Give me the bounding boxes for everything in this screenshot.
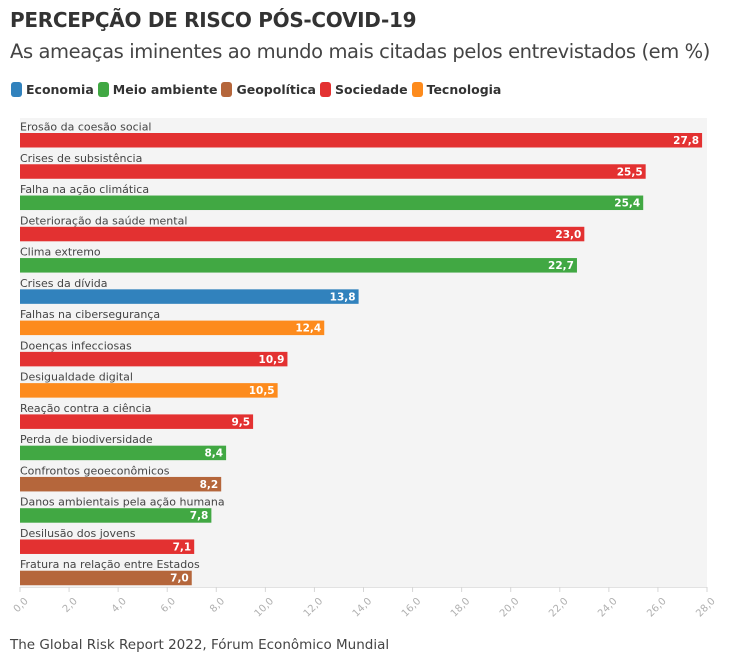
legend-label: Meio ambiente — [112, 82, 218, 97]
data-label: 7,1 — [173, 541, 192, 553]
bar[interactable] — [20, 383, 278, 398]
bar[interactable] — [20, 258, 577, 273]
bar-row: Desilusão dos jovens 7,1 — [20, 527, 195, 554]
bar[interactable] — [20, 539, 195, 554]
legend-item-tecnologia[interactable]: Tecnologia — [411, 82, 502, 97]
bar[interactable] — [20, 351, 288, 367]
data-label: 23,0 — [555, 229, 581, 241]
legend-label: Tecnologia — [426, 82, 502, 97]
data-label: 8,2 — [200, 479, 219, 491]
bar[interactable] — [20, 414, 254, 429]
bar-row: Reação contra a ciência 9,5 — [20, 402, 254, 429]
data-label: 25,4 — [614, 198, 640, 210]
bar-row: Doenças infecciosas 10,9 — [20, 339, 288, 367]
bars-group: Erosão da coesão social 27,8 Crises de sub… — [20, 121, 703, 586]
bar-row: Clima extremo 22,7 — [20, 246, 577, 273]
category-label: Danos ambientais pela ação humana — [20, 496, 225, 509]
category-label: Falhas na cibersegurança — [20, 308, 160, 321]
x-tick-label: 18,0 — [449, 596, 473, 620]
bar[interactable] — [20, 320, 325, 336]
x-tick-label: 6,0 — [159, 596, 178, 615]
data-label: 12,4 — [295, 323, 321, 335]
legend: Economia Meio ambiente Geopolítica Socie… — [11, 82, 505, 97]
legend-label: Geopolítica — [236, 82, 316, 97]
data-label: 27,8 — [673, 135, 699, 147]
x-tick-label: 26,0 — [645, 596, 669, 620]
chart-title: PERCEPÇÃO DE RISCO PÓS-COVID-19 — [10, 8, 417, 32]
bar-row: Fratura na relação entre Estados 7,0 — [20, 558, 200, 586]
legend-swatch-economia — [11, 82, 22, 97]
bar[interactable] — [20, 476, 222, 492]
category-label: Deterioração da saúde mental — [20, 214, 187, 227]
data-label: 8,4 — [204, 448, 223, 460]
category-label: Crises da dívida — [20, 277, 108, 290]
bar-row: Perda de biodiversidade 8,4 — [20, 433, 227, 461]
bar[interactable] — [20, 445, 227, 461]
source-note: The Global Risk Report 2022, Fórum Econô… — [10, 637, 390, 653]
data-label: 7,8 — [190, 510, 209, 522]
bar[interactable] — [20, 195, 644, 211]
bar-row: Desigualdade digital 10,5 — [20, 371, 278, 398]
x-tick-label: 14,0 — [351, 596, 375, 620]
bar[interactable] — [20, 226, 585, 242]
x-axis: 0,0 2,0 4,0 6,0 8,0 10,0 12,0 14,0 16,0 18,0 20,0 2… — [12, 587, 718, 620]
x-tick-label: 16,0 — [400, 596, 424, 620]
x-tick-label: 24,0 — [596, 596, 620, 620]
data-label: 9,5 — [231, 416, 250, 428]
bar-row: Confrontos geoeconômicos 8,2 — [20, 464, 222, 492]
legend-item-economia[interactable]: Economia — [11, 82, 94, 97]
bar-row: Deterioração da saúde mental 23,0 — [20, 214, 585, 242]
legend-item-meio-ambiente[interactable]: Meio ambiente — [97, 82, 218, 97]
legend-label: Sociedade — [335, 82, 408, 97]
data-label: 7,0 — [170, 573, 189, 585]
category-label: Clima extremo — [20, 246, 101, 259]
x-tick-label: 2,0 — [61, 596, 80, 615]
data-label: 25,5 — [617, 166, 643, 178]
data-label: 22,7 — [548, 260, 574, 272]
legend-label: Economia — [26, 82, 94, 97]
x-tick-label: 8,0 — [208, 596, 227, 615]
bar[interactable] — [20, 289, 359, 304]
data-label: 13,8 — [330, 291, 356, 303]
legend-swatch-tecnologia — [411, 82, 423, 97]
category-label: Desigualdade digital — [20, 371, 133, 384]
bar[interactable] — [20, 508, 212, 523]
bar[interactable] — [20, 570, 192, 586]
bar-row: Crises da dívida 13,8 — [20, 277, 359, 304]
category-label: Perda de biodiversidade — [20, 433, 153, 446]
x-tick-label: 28,0 — [694, 596, 718, 620]
bar-row: Erosão da coesão social 27,8 — [20, 121, 703, 148]
bar-row: Crises de subsistência 25,5 — [20, 152, 646, 179]
bar[interactable] — [20, 164, 646, 179]
category-label: Reação contra a ciência — [20, 402, 151, 415]
x-tick-label: 0,0 — [12, 596, 31, 615]
data-label: 10,5 — [249, 385, 275, 397]
category-label: Falha na ação climática — [20, 183, 149, 196]
category-label: Fratura na relação entre Estados — [20, 558, 200, 571]
x-tick-label: 10,0 — [253, 596, 277, 620]
chart-subtitle: As ameaças iminentes ao mundo mais citad… — [10, 40, 710, 63]
legend-item-sociedade[interactable]: Sociedade — [320, 82, 408, 97]
legend-swatch-geopolitica — [221, 82, 233, 97]
x-tick-label: 4,0 — [110, 596, 129, 615]
bar-row: Falha na ação climática 25,4 — [20, 183, 644, 211]
bar[interactable] — [20, 133, 703, 148]
category-label: Doenças infecciosas — [20, 339, 132, 352]
x-tick-label: 12,0 — [302, 596, 326, 620]
category-label: Confrontos geoeconômicos — [20, 464, 170, 477]
legend-item-geopolitica[interactable]: Geopolítica — [221, 82, 316, 97]
category-label: Erosão da coesão social — [20, 121, 151, 134]
legend-swatch-sociedade — [320, 82, 331, 97]
category-label: Desilusão dos jovens — [20, 527, 136, 540]
legend-swatch-meio-ambiente — [97, 82, 109, 97]
data-label: 10,9 — [259, 354, 285, 366]
x-tick-label: 22,0 — [547, 596, 571, 620]
category-label: Crises de subsistência — [20, 152, 142, 165]
bar-row: Falhas na cibersegurança 12,4 — [20, 308, 325, 336]
x-tick-label: 20,0 — [498, 596, 522, 620]
